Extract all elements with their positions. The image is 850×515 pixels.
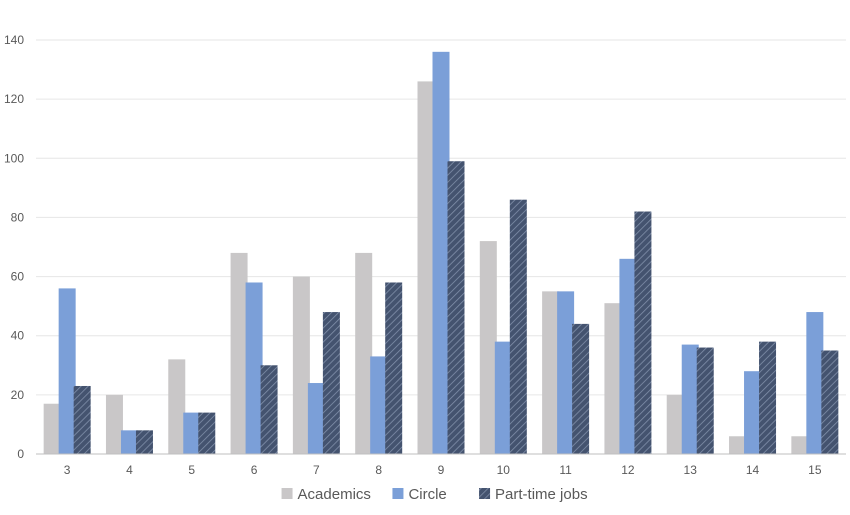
x-tick-label: 8 xyxy=(375,463,382,477)
y-tick-label: 120 xyxy=(4,92,24,106)
y-tick-label: 100 xyxy=(4,151,24,165)
bar-academics-3 xyxy=(43,403,61,454)
bar-academics-6 xyxy=(230,252,248,454)
bar-circle-8 xyxy=(370,356,388,454)
bar-part-time-jobs-3 xyxy=(73,385,91,454)
bar-circle-14 xyxy=(744,371,762,454)
bar-academics-13 xyxy=(666,394,684,454)
bar-circle-3 xyxy=(58,288,76,454)
y-tick-label: 140 xyxy=(4,33,24,47)
bar-part-time-jobs-15 xyxy=(821,350,839,454)
x-tick-label: 3 xyxy=(64,463,71,477)
bar-circle-6 xyxy=(245,282,263,454)
bar-part-time-jobs-6 xyxy=(260,365,278,454)
x-axis-ticks: 3 4 5 6 7 8 9 10 11 12 13 14 15 xyxy=(64,463,822,477)
bar-part-time-jobs-7 xyxy=(322,312,340,454)
legend-swatch-circle xyxy=(392,488,404,499)
x-tick-label: 12 xyxy=(621,463,635,477)
bar-academics-12 xyxy=(604,303,622,454)
bar-part-time-jobs-10 xyxy=(509,199,527,454)
bar-academics-14 xyxy=(729,436,747,454)
bar-circle-9 xyxy=(432,51,450,454)
bar-academics-10 xyxy=(479,241,497,454)
y-tick-label: 40 xyxy=(11,329,25,343)
legend-label: Academics xyxy=(298,486,371,503)
bar-academics-4 xyxy=(105,394,123,454)
bar-circle-13 xyxy=(681,344,699,454)
bar-part-time-jobs-5 xyxy=(198,412,216,454)
x-tick-label: 4 xyxy=(126,463,133,477)
x-tick-label: 6 xyxy=(251,463,258,477)
bar-circle-10 xyxy=(494,341,512,454)
bar-academics-5 xyxy=(168,359,186,454)
bar-circle-11 xyxy=(557,291,575,454)
y-axis-ticks: 0 20 40 60 80 100 120 140 xyxy=(4,33,24,461)
bar-academics-11 xyxy=(542,291,560,454)
bar-part-time-jobs-13 xyxy=(696,347,714,454)
bar-circle-4 xyxy=(120,430,138,454)
bar-part-time-jobs-9 xyxy=(447,161,465,454)
bar-part-time-jobs-12 xyxy=(634,211,652,454)
x-tick-label: 10 xyxy=(497,463,511,477)
legend-label: Circle xyxy=(408,486,446,503)
bar-circle-12 xyxy=(619,258,637,454)
bar-circle-5 xyxy=(183,412,201,454)
y-tick-label: 0 xyxy=(17,447,24,461)
bar-academics-9 xyxy=(417,81,435,455)
bar-part-time-jobs-14 xyxy=(759,341,777,454)
y-tick-label: 60 xyxy=(11,270,25,284)
bar-part-time-jobs-11 xyxy=(572,323,590,454)
bar-part-time-jobs-4 xyxy=(135,430,153,454)
bar-academics-15 xyxy=(791,436,809,454)
bar-circle-7 xyxy=(307,383,325,454)
x-tick-label: 7 xyxy=(313,463,320,477)
bar-academics-8 xyxy=(355,252,373,454)
bar-academics-7 xyxy=(292,276,310,454)
y-tick-label: 80 xyxy=(11,210,25,224)
bar-circle-15 xyxy=(806,312,824,454)
y-tick-label: 20 xyxy=(11,388,25,402)
bar-part-time-jobs-8 xyxy=(385,282,403,454)
x-tick-label: 9 xyxy=(438,463,445,477)
x-tick-label: 11 xyxy=(559,463,572,477)
x-tick-label: 15 xyxy=(808,463,822,477)
legend: Academics Circle Part-time jobs xyxy=(281,486,588,503)
x-tick-label: 13 xyxy=(684,463,698,477)
legend-label: Part-time jobs xyxy=(495,486,588,503)
bars xyxy=(43,51,839,455)
legend-swatch-academics xyxy=(281,488,293,499)
x-tick-label: 5 xyxy=(188,463,195,477)
x-tick-label: 14 xyxy=(746,463,760,477)
legend-swatch-part-time-jobs xyxy=(479,488,491,499)
